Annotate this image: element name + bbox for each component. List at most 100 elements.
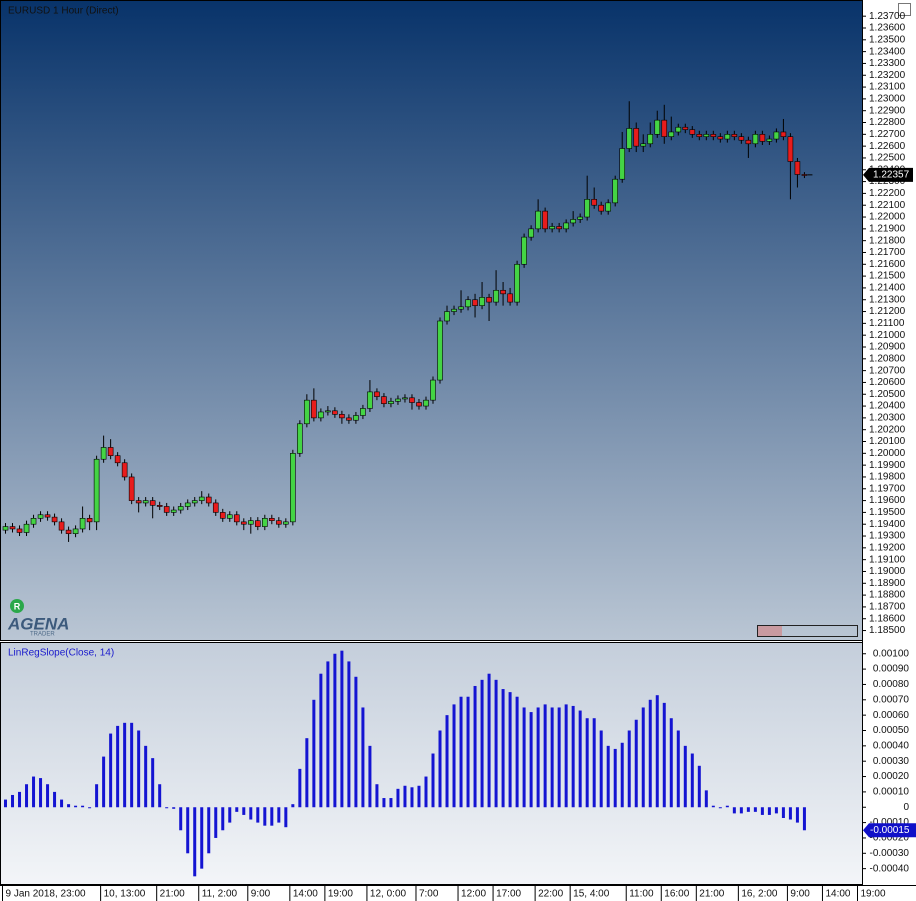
candle-body <box>689 129 696 135</box>
candle-body <box>661 119 668 137</box>
candle-body <box>465 299 471 308</box>
candle-body <box>170 509 177 513</box>
candle-body <box>759 134 766 142</box>
candle-body <box>276 520 282 525</box>
bar <box>249 807 253 820</box>
bar <box>781 807 785 818</box>
candle-body <box>500 289 506 295</box>
bar <box>263 807 267 826</box>
candle-body <box>402 397 408 400</box>
candle-body <box>79 518 86 530</box>
y-tick-label: 1.23000 <box>869 94 906 105</box>
candle-body <box>128 476 135 501</box>
candle-body <box>745 139 752 145</box>
y-tick-label: 1.23700 <box>869 11 906 22</box>
bar <box>277 807 281 823</box>
scrollbar[interactable] <box>757 625 858 637</box>
y-tick-label: 1.20600 <box>869 377 906 388</box>
bar <box>130 722 134 808</box>
candle-body <box>451 308 457 312</box>
logo-sub: TRADER <box>30 632 55 638</box>
bar <box>333 653 337 808</box>
bar <box>291 804 295 808</box>
candle-body <box>493 289 499 303</box>
y-tick-label: 1.21000 <box>869 330 906 341</box>
candle-body <box>388 401 394 405</box>
bar <box>557 707 561 808</box>
panel-button[interactable] <box>898 3 911 16</box>
candle-body <box>619 148 626 180</box>
candle-body <box>423 399 429 407</box>
bar <box>718 807 722 809</box>
candle-body <box>247 520 254 525</box>
candle-body <box>2 526 9 531</box>
candle-body <box>269 518 275 521</box>
candle-body <box>647 134 654 145</box>
candle-body <box>535 210 541 230</box>
y-tick-label: 1.20000 <box>869 448 906 459</box>
x-tick-label: 19:00 <box>860 889 885 900</box>
y-tick-label: 1.19800 <box>869 472 906 483</box>
y-tick-label: 1.20800 <box>869 353 906 364</box>
candle-body <box>30 518 37 525</box>
bar <box>466 696 470 808</box>
candle-body <box>142 500 149 504</box>
bar <box>424 776 428 808</box>
bar <box>137 730 141 808</box>
bar <box>109 733 113 808</box>
y-tick-label: 1.22900 <box>869 105 906 116</box>
candle-body <box>682 126 689 130</box>
candle-body <box>654 119 661 135</box>
bar <box>655 695 659 808</box>
bar <box>200 807 204 869</box>
candle-body <box>563 222 569 230</box>
bar <box>585 718 589 808</box>
candle-body <box>521 236 527 265</box>
price-panel <box>0 0 863 641</box>
y-tick-label: 1.20100 <box>869 436 906 447</box>
y-tick-label: 1.19500 <box>869 507 906 518</box>
candle-body <box>339 414 345 419</box>
bar <box>613 748 617 808</box>
scroll-thumb[interactable] <box>758 626 782 636</box>
bar <box>704 790 708 808</box>
candle-body <box>86 518 93 523</box>
candle-body <box>633 128 640 147</box>
bar <box>214 807 218 838</box>
x-tick-label: 12:00 <box>461 889 486 900</box>
y-tick-label: 1.23400 <box>869 46 906 57</box>
x-tick-label: 9 Jan 2018, 23:00 <box>6 889 87 900</box>
logo-badge-text: R <box>14 601 21 611</box>
candle-body <box>360 408 366 416</box>
bar <box>347 661 351 808</box>
bar <box>452 704 456 808</box>
bar <box>508 692 512 808</box>
candle-body <box>766 138 773 142</box>
y-tick-label: -0.00040 <box>870 863 910 874</box>
y-tick-label: 1.18800 <box>869 590 906 601</box>
bar <box>207 807 211 854</box>
bar <box>53 791 57 808</box>
x-tick-label: 21:00 <box>699 889 724 900</box>
bar <box>788 807 792 820</box>
bar <box>753 807 757 812</box>
last-value-label: -0.00015 <box>870 825 910 836</box>
bar <box>151 758 155 808</box>
chart-title: EURUSD 1 Hour (Direct) <box>8 6 119 17</box>
bar <box>4 799 8 808</box>
y-tick-label: 1.19200 <box>869 542 906 553</box>
candle-body <box>458 306 464 310</box>
bar <box>382 798 386 808</box>
indicator-title: LinRegSlope(Close, 14) <box>8 648 114 659</box>
x-tick-label: 15, 4:00 <box>573 889 610 900</box>
candle-body <box>612 178 619 204</box>
bar <box>375 784 379 808</box>
y-tick-label: 1.23200 <box>869 70 906 81</box>
candle-body <box>100 447 107 460</box>
bar <box>592 718 596 808</box>
bar <box>578 710 582 808</box>
bar <box>270 807 274 826</box>
candle-body <box>156 505 163 507</box>
y-tick-label: 1.21500 <box>869 271 906 282</box>
bar <box>725 805 729 808</box>
